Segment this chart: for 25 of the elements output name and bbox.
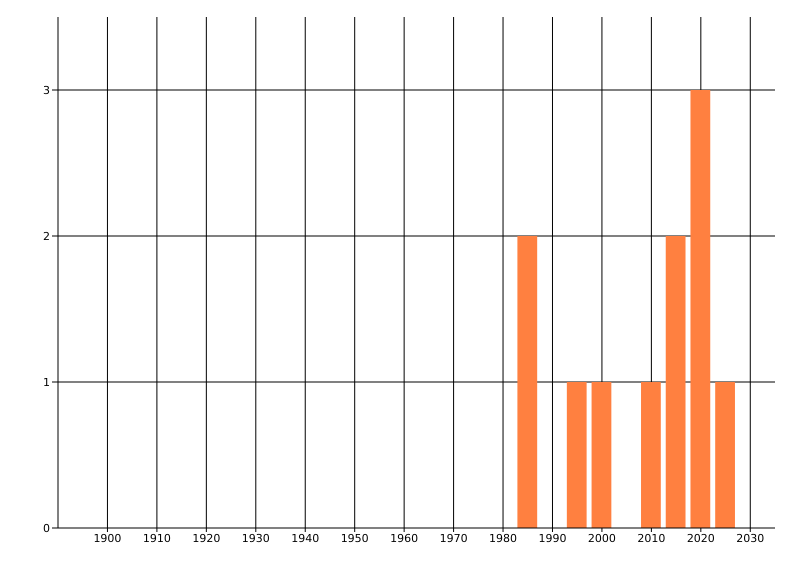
bar (517, 236, 538, 528)
bar (690, 90, 710, 528)
x-tick-label: 1970 (440, 532, 468, 545)
bar (566, 382, 587, 528)
y-tick-label: 3 (43, 84, 50, 97)
y-tick-label: 0 (43, 522, 50, 535)
bar (666, 236, 686, 528)
x-tick-label: 1960 (390, 532, 418, 545)
x-tick-label: 2020 (686, 532, 715, 545)
bar (715, 382, 735, 528)
y-tick-label: 1 (43, 376, 50, 389)
x-tick-label: 2000 (588, 532, 616, 545)
bar (641, 382, 661, 528)
x-tick-label: 1940 (291, 532, 320, 545)
x-tick-label: 1910 (142, 532, 171, 545)
x-tick-label: 1950 (340, 532, 369, 545)
x-tick-label: 2010 (637, 532, 666, 545)
bar (592, 382, 612, 528)
x-tick-label: 1980 (489, 532, 518, 545)
x-tick-label: 2030 (736, 532, 764, 545)
x-tick-label: 1900 (93, 532, 122, 545)
x-tick-label: 1990 (538, 532, 566, 545)
x-tick-label: 1930 (242, 532, 270, 545)
x-tick-label: 1920 (192, 532, 220, 545)
y-tick-label: 2 (43, 230, 50, 243)
